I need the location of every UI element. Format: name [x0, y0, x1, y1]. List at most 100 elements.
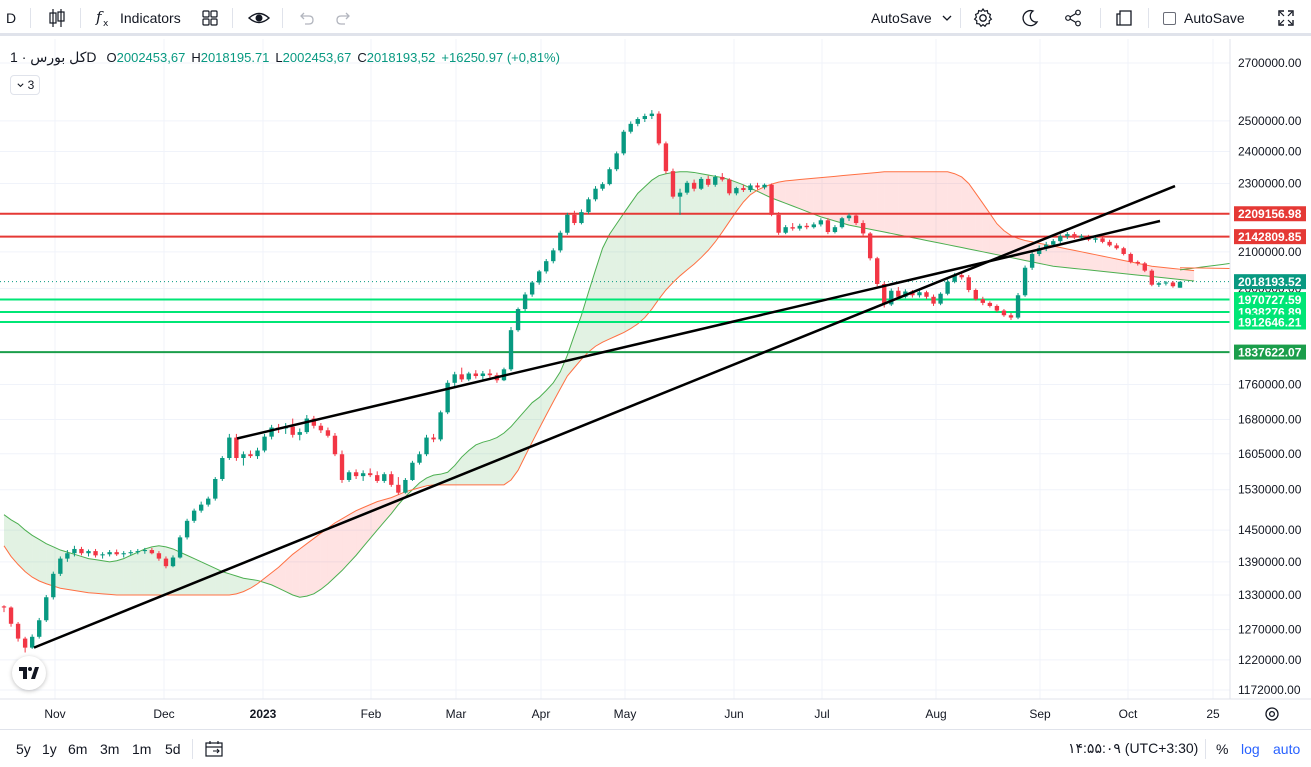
candle-body [931, 296, 936, 304]
range-5y[interactable]: 5y [16, 740, 31, 757]
candle-body [508, 330, 514, 370]
legend-high: H2018195.71 [191, 50, 270, 65]
candle-body [1065, 234, 1070, 237]
candle-body [684, 182, 690, 193]
ichimoku-cloud-segment [996, 223, 1004, 257]
time-tick-label: Oct [1119, 707, 1138, 721]
ichimoku-cloud-segment [665, 172, 673, 290]
ichimoku-cloud-segment [95, 559, 103, 594]
candle-body [107, 552, 112, 555]
legend-collapse-button[interactable]: 3 [10, 75, 40, 95]
candle-body [867, 233, 873, 259]
ichimoku-cloud-segment [236, 576, 244, 594]
auto-toggle[interactable]: auto [1273, 740, 1301, 757]
tradingview-logo[interactable] [12, 656, 46, 690]
candle-body [170, 557, 176, 567]
candle-body [22, 638, 28, 648]
toolbar-divider [30, 8, 31, 28]
settings-button[interactable] [972, 0, 994, 36]
ichimoku-cloud-segment [539, 390, 547, 429]
autosave-checkbox[interactable]: AutoSave [1163, 0, 1245, 36]
chart-pane[interactable]: 2700000.00 2500000.00 2400000.00 2300000.00… [0, 39, 1311, 729]
undo-button[interactable] [296, 0, 316, 36]
candle-body [677, 192, 683, 197]
indicators-button[interactable]: f x Indicators [94, 0, 181, 36]
log-toggle[interactable]: log [1241, 740, 1260, 757]
ichimoku-cloud-segment [870, 172, 878, 231]
candle-body [797, 225, 802, 229]
candle-body [1051, 241, 1056, 245]
candle-body [142, 550, 148, 552]
fullscreen-button[interactable] [1276, 0, 1296, 36]
candle-body [515, 309, 521, 331]
candle-body [656, 113, 662, 144]
checkbox[interactable] [1163, 11, 1176, 25]
ichimoku-cloud-segment [989, 213, 997, 255]
function-icon: f x [95, 8, 109, 28]
redo-button[interactable] [334, 0, 354, 36]
ichimoku-cloud-segment [518, 410, 526, 471]
ichimoku-cloud-segment [799, 178, 807, 212]
autosave-dropdown[interactable]: AutoSave [871, 0, 954, 36]
percent-toggle[interactable]: % [1216, 740, 1229, 757]
range-3m[interactable]: 3m [100, 740, 120, 757]
toolbar-divider [80, 8, 81, 28]
ichimoku-cloud-segment [370, 501, 378, 539]
ichimoku-cloud-segment [651, 175, 659, 310]
ichimoku-cloud-segment [588, 269, 596, 352]
ichimoku-cloud-segment [947, 171, 955, 247]
templates-button[interactable] [200, 0, 220, 36]
price-chart[interactable]: 2700000.00 2500000.00 2400000.00 2300000.00… [0, 39, 1311, 729]
timezone-button[interactable]: ۱۴:۵۵:۰۹ (UTC+3:30) [1068, 730, 1198, 767]
ichimoku-cloud-segment [356, 507, 364, 556]
theme-button[interactable] [1020, 0, 1040, 36]
candle-body [713, 176, 718, 185]
candle-body [522, 294, 528, 310]
ichimoku-cloud-segment [1180, 269, 1188, 281]
price-tick-label: 1605000.00 [1238, 447, 1302, 461]
candle-body [593, 188, 598, 200]
candle-body [431, 437, 436, 440]
price-level-label: 1912646.21 [1238, 316, 1302, 330]
ichimoku-cloud-segment [229, 573, 237, 595]
ichimoku-cloud-segment [271, 567, 279, 589]
ichimoku-cloud-segment [968, 183, 976, 251]
fullscreen-icon [1278, 10, 1294, 26]
ichimoku-cloud-segment [708, 175, 716, 251]
snapshot-button[interactable] [1114, 0, 1134, 36]
ichimoku-cloud-segment [1067, 248, 1075, 269]
candle-body [184, 520, 190, 538]
candle-body [614, 153, 619, 170]
gear-icon[interactable] [1265, 707, 1279, 721]
chart-type-button[interactable] [46, 0, 68, 36]
candle-body [410, 462, 415, 480]
redo-icon [336, 12, 350, 25]
candle-body [586, 199, 591, 213]
symbol-button[interactable]: D [6, 0, 16, 36]
candle-body [727, 179, 732, 194]
candle-body [945, 281, 950, 294]
range-1y[interactable]: 1y [42, 740, 57, 757]
ichimoku-cloud-segment [461, 450, 469, 485]
range-6m[interactable]: 6m [68, 740, 88, 757]
price-level-label: 2209156.98 [1238, 207, 1302, 221]
candle-body [628, 123, 633, 132]
candle-body [100, 554, 105, 556]
price-tick-label: 1220000.00 [1238, 653, 1302, 667]
hide-objects-button[interactable] [247, 0, 271, 36]
ichimoku-cloud-segment [342, 514, 350, 571]
goto-date-button[interactable] [204, 730, 224, 767]
price-tick-label: 2100000.00 [1238, 245, 1302, 259]
ichimoku-cloud-segment [482, 440, 490, 485]
share-button[interactable] [1063, 0, 1083, 36]
legend-change: +16250.97 (+0,81%) [441, 50, 560, 65]
candle-body [135, 551, 140, 553]
range-5d[interactable]: 5d [165, 740, 181, 757]
range-1m[interactable]: 1m [132, 740, 152, 757]
camera-icon [1116, 10, 1132, 26]
ichimoku-cloud-segment [88, 558, 96, 594]
moon-icon [1022, 9, 1039, 27]
legend-open: O2002453,67 [106, 50, 186, 65]
candle-body [762, 184, 767, 188]
candle-body [114, 552, 119, 555]
